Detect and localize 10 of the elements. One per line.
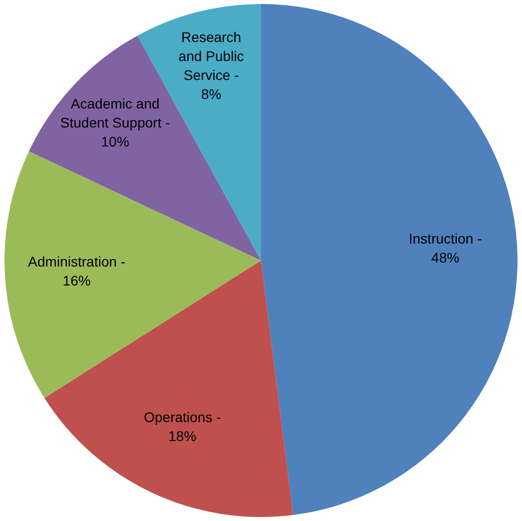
slice-label: Operations - <box>144 408 222 425</box>
data-label: 16% <box>62 272 91 288</box>
data-label: 10% <box>101 133 130 150</box>
slice-label: Instruction - <box>408 230 482 246</box>
data-label: 48% <box>431 249 460 266</box>
slice-label: Academic and Student Support - <box>60 95 170 130</box>
slice-label: Administration - <box>28 253 126 270</box>
data-label: 8% <box>201 86 222 102</box>
slice-label: Research and Public Service - <box>178 29 244 84</box>
data-label: 18% <box>168 428 196 444</box>
